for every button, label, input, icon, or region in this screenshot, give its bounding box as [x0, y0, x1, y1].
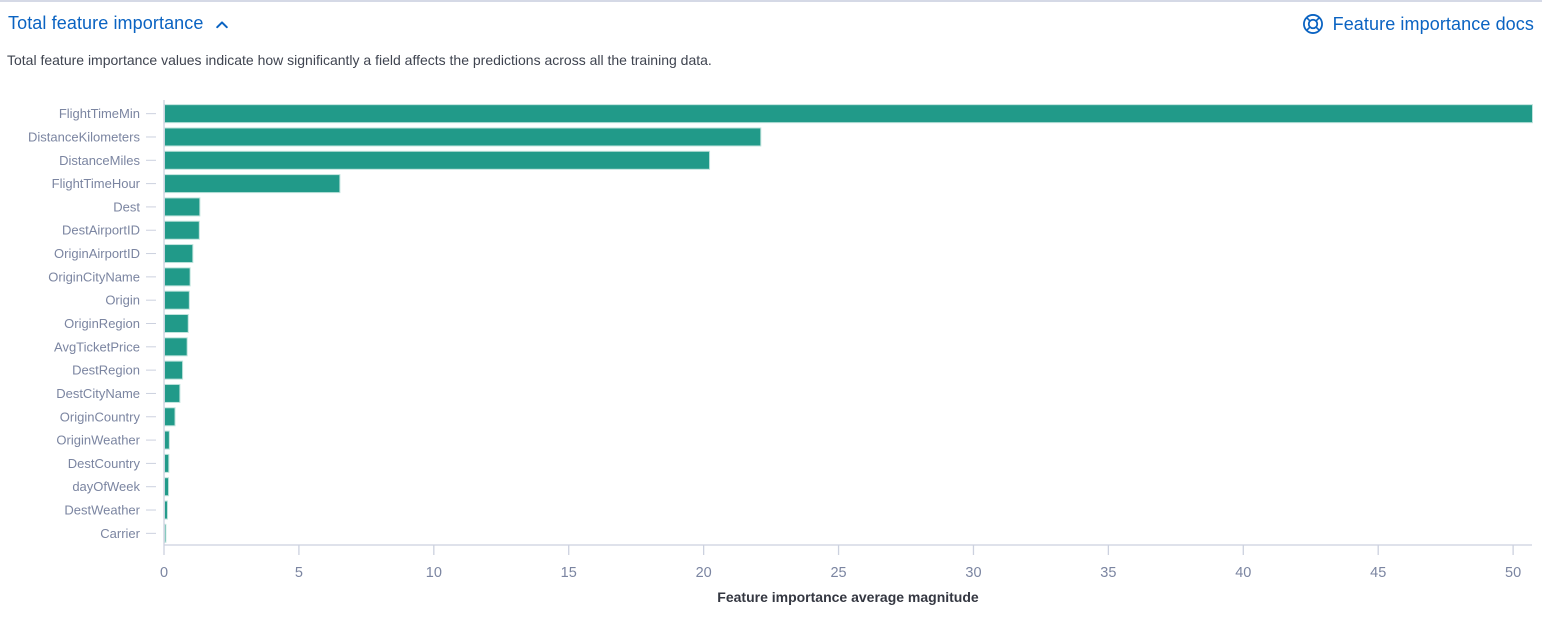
x-axis-title: Feature importance average magnitude — [717, 589, 979, 605]
x-tick-label-15: 15 — [561, 565, 577, 581]
bar-DestCountry[interactable] — [164, 453, 170, 473]
bar-DestRegion[interactable] — [164, 360, 184, 380]
y-label-dayOfWeek: dayOfWeek — [72, 479, 140, 494]
panel-top-border — [0, 0, 1542, 2]
y-label-DistanceMiles: DistanceMiles — [59, 153, 140, 168]
y-label-DestCityName: DestCityName — [56, 386, 140, 401]
section-title: Total feature importance — [8, 13, 204, 33]
y-label-Origin: Origin — [105, 293, 140, 308]
bar-OriginAirportID[interactable] — [164, 244, 194, 264]
section-collapse-toggle[interactable]: Total feature importance — [8, 13, 230, 34]
y-label-DestCountry: DestCountry — [68, 456, 141, 471]
y-label-AvgTicketPrice: AvgTicketPrice — [54, 339, 140, 354]
y-label-FlightTimeHour: FlightTimeHour — [52, 176, 141, 191]
y-label-DestWeather: DestWeather — [64, 503, 140, 518]
y-label-DestAirportID: DestAirportID — [62, 223, 140, 238]
x-tick-label-10: 10 — [426, 565, 442, 581]
x-tick-label-40: 40 — [1235, 565, 1251, 581]
y-label-OriginCityName: OriginCityName — [48, 269, 140, 284]
bar-DestAirportID[interactable] — [164, 220, 200, 240]
x-tick-label-45: 45 — [1370, 565, 1386, 581]
life-ring-icon — [1302, 14, 1323, 34]
y-label-DestRegion: DestRegion — [72, 363, 140, 378]
x-tick-label-5: 5 — [295, 565, 303, 581]
y-label-Carrier: Carrier — [100, 526, 140, 541]
y-label-Dest: Dest — [113, 199, 140, 214]
section-description: Total feature importance values indicate… — [7, 52, 712, 68]
docs-link[interactable]: Feature importance docs — [1302, 13, 1534, 35]
docs-link-label: Feature importance docs — [1332, 13, 1534, 34]
bar-DestCityName[interactable] — [164, 383, 181, 403]
bar-chart-svg: FlightTimeMin DistanceKilometers DistanceM… — [28, 100, 1533, 605]
y-label-FlightTimeMin: FlightTimeMin — [59, 106, 140, 121]
x-tick-label-0: 0 — [160, 565, 168, 581]
y-label-OriginRegion: OriginRegion — [64, 316, 140, 331]
bar-OriginCityName[interactable] — [164, 267, 191, 287]
x-tick-label-50: 50 — [1505, 565, 1521, 581]
feature-importance-chart: FlightTimeMin DistanceKilometers DistanceM… — [0, 88, 1542, 618]
x-tick-label-35: 35 — [1100, 565, 1116, 581]
bar-Origin[interactable] — [164, 290, 190, 310]
bar-DistanceMiles[interactable] — [164, 150, 711, 170]
bar-FlightTimeMin[interactable] — [164, 104, 1533, 124]
x-tick-label-30: 30 — [965, 565, 981, 581]
bar-OriginCountry[interactable] — [164, 407, 176, 427]
bar-Carrier[interactable] — [164, 523, 167, 543]
bar-DistanceKilometers[interactable] — [164, 127, 762, 147]
bar-Dest[interactable] — [164, 197, 201, 217]
y-label-OriginWeather: OriginWeather — [56, 433, 140, 448]
bar-OriginRegion[interactable] — [164, 314, 189, 333]
y-label-OriginAirportID: OriginAirportID — [54, 246, 140, 261]
bar-OriginWeather[interactable] — [164, 430, 170, 450]
x-tick-label-20: 20 — [696, 565, 712, 581]
y-label-DistanceKilometers: DistanceKilometers — [28, 129, 140, 144]
bar-AvgTicketPrice[interactable] — [164, 337, 188, 357]
y-label-OriginCountry: OriginCountry — [60, 409, 141, 424]
bar-dayOfWeek[interactable] — [164, 477, 170, 497]
x-tick-label-25: 25 — [830, 565, 846, 581]
chevron-up-icon — [215, 20, 228, 28]
bar-FlightTimeHour[interactable] — [164, 174, 341, 194]
bar-DestWeather[interactable] — [164, 500, 168, 520]
